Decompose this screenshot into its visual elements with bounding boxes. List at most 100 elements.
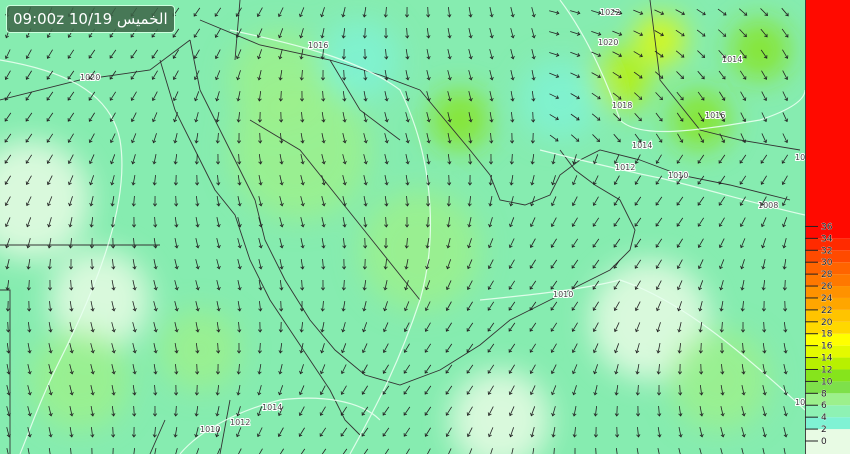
wind-arrow [403, 364, 411, 374]
wind-arrow [468, 91, 473, 102]
wind-arrow [173, 427, 178, 438]
wind-arrow [719, 342, 725, 354]
wind-arrow [403, 427, 411, 437]
wind-arrow [67, 112, 75, 122]
wind-arrow [258, 300, 263, 312]
wind-arrow [257, 342, 262, 354]
wind-arrow [633, 71, 643, 79]
legend-band [805, 393, 850, 406]
wind-arrow [277, 406, 284, 417]
wind-arrow [299, 7, 305, 18]
wind-arrow [132, 405, 137, 417]
wind-arrow [530, 175, 535, 186]
wind-arrow [217, 448, 221, 454]
wind-arrow [614, 384, 619, 396]
wind-arrow [466, 406, 473, 416]
wind-arrow [341, 322, 346, 333]
wind-arrow [27, 427, 32, 438]
wind-arrow [109, 112, 116, 122]
wind-arrow [739, 196, 746, 206]
wind-arrow [529, 238, 536, 248]
wind-arrow [529, 385, 536, 396]
wind-arrow [487, 280, 494, 290]
wind-arrow [509, 217, 515, 228]
wind-arrow [236, 363, 241, 375]
wind-arrow [341, 279, 346, 291]
wind-arrow [47, 258, 52, 270]
wind-arrow [570, 72, 581, 79]
wind-arrow [425, 280, 431, 291]
wind-arrow [4, 91, 12, 101]
wind-arrow [131, 133, 137, 144]
wind-arrow [193, 7, 201, 17]
wind-arrow [403, 343, 410, 353]
wind-arrow [258, 175, 263, 186]
wind-arrow [781, 28, 789, 38]
wind-arrow [300, 133, 305, 144]
wind-arrow [592, 280, 600, 290]
wind-arrow [130, 70, 138, 80]
wind-arrow [279, 175, 284, 186]
wind-arrow [6, 448, 9, 454]
isobar-label: 1010 [200, 425, 220, 434]
wind-arrow [48, 300, 53, 312]
wind-arrow [445, 301, 452, 311]
wind-arrow [445, 385, 453, 395]
wind-arrow [697, 91, 705, 101]
wind-arrow [654, 71, 664, 79]
wind-arrow [489, 7, 494, 18]
wind-arrow [112, 447, 114, 454]
wind-arrow [404, 6, 410, 18]
legend-tick-label: 18 [821, 330, 833, 340]
wind-arrow [447, 112, 452, 123]
wind-arrow [739, 49, 747, 59]
wind-arrow [25, 154, 33, 164]
wind-arrow [592, 343, 599, 354]
wind-arrow [549, 114, 559, 121]
wind-arrow [215, 112, 220, 123]
wind-arrow [4, 196, 11, 206]
wind-arrow [760, 217, 767, 228]
wind-arrow [132, 384, 137, 396]
wind-arrow [678, 427, 683, 438]
wind-arrow [550, 343, 557, 353]
wind-arrow [782, 112, 789, 123]
wind-arrow [279, 111, 284, 123]
wind-arrow [342, 217, 347, 228]
wind-arrow [571, 217, 578, 227]
wind-arrow [488, 217, 493, 228]
wind-arrow [90, 426, 95, 438]
isobar-label: 1016 [705, 111, 725, 120]
wind-arrow [153, 384, 158, 396]
wind-arrow [279, 300, 284, 312]
wind-arrow [362, 27, 367, 39]
wind-arrow [657, 405, 662, 417]
wind-arrow [130, 91, 137, 101]
wind-arrow [383, 6, 388, 18]
wind-arrow [781, 154, 789, 164]
wind-arrow [341, 7, 346, 18]
wind-arrow [426, 49, 431, 60]
wind-arrow [236, 427, 242, 438]
wind-arrow [25, 133, 33, 143]
wind-arrow [447, 49, 452, 60]
wind-arrow [174, 322, 179, 333]
wind-arrow [531, 111, 536, 123]
wind-arrow [612, 10, 623, 15]
wind-arrow [405, 154, 410, 165]
wind-arrow [172, 49, 179, 59]
wind-arrow [698, 301, 703, 312]
wind-arrow [194, 405, 199, 417]
wind-arrow [278, 70, 283, 81]
wind-arrow [111, 426, 116, 438]
wind-arrow [111, 301, 116, 312]
wind-arrow [195, 301, 200, 312]
wind-arrow [340, 427, 348, 437]
legend-tick-label: 16 [821, 342, 833, 352]
wind-arrow [487, 259, 494, 270]
wind-arrow [761, 112, 768, 123]
wind-arrow [405, 133, 410, 144]
wind-arrow [362, 258, 367, 270]
wind-arrow [195, 195, 200, 207]
